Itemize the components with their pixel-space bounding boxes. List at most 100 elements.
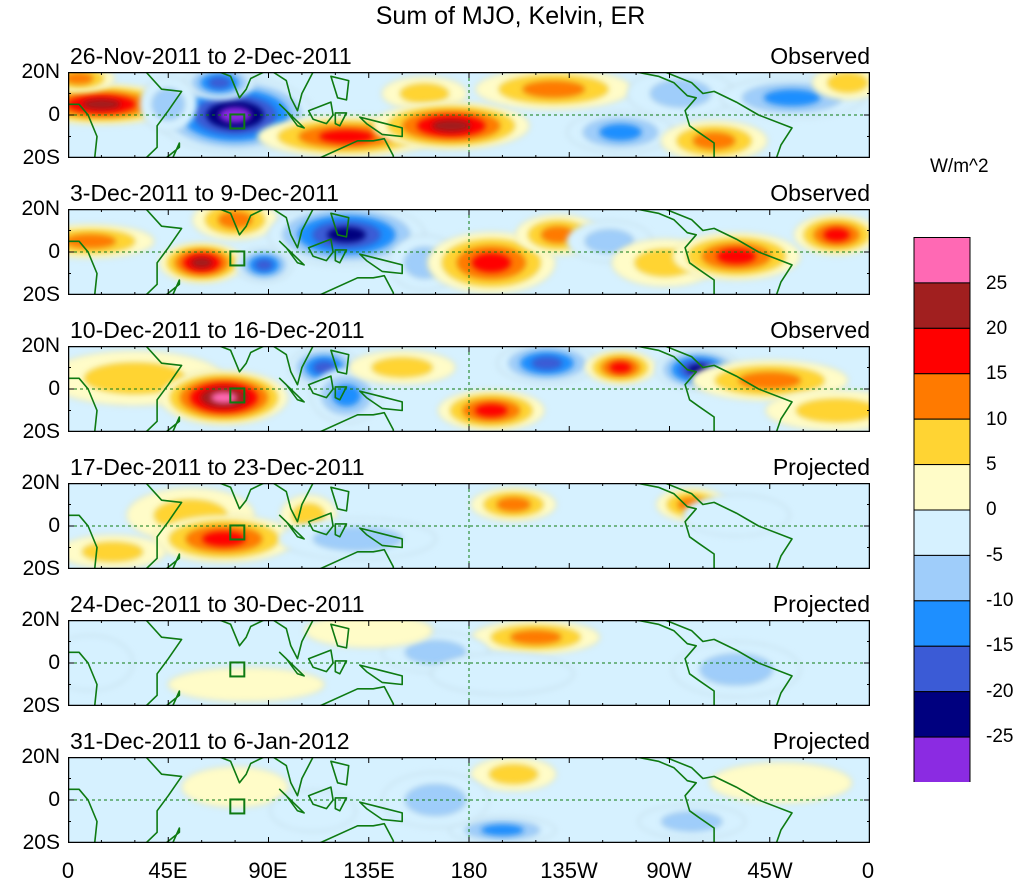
- coastline: [358, 116, 404, 138]
- anomaly-contour: [68, 72, 94, 85]
- coastline: [635, 483, 793, 569]
- colorbar-tick: 5: [986, 454, 997, 475]
- coastline: [165, 553, 181, 569]
- coastline: [318, 548, 395, 569]
- y-tick-label: 20S: [22, 694, 60, 717]
- anomaly-contour: [190, 257, 213, 269]
- anomaly-contour: [699, 653, 773, 686]
- colorbar-tick: -20: [986, 681, 1014, 702]
- reference-box: [229, 661, 246, 678]
- colorbar-box: [913, 282, 971, 329]
- coastline: [272, 620, 314, 660]
- colorbar-box: [913, 237, 971, 284]
- colorbar-box: [913, 464, 971, 511]
- coastline: [218, 72, 265, 99]
- anomaly-contour: [430, 652, 575, 695]
- colorbar-box: [913, 736, 971, 782]
- panel-date-range: 31-Dec-2011 to 6-Jan-2012: [70, 728, 350, 754]
- anomaly-contour: [682, 494, 791, 537]
- colorbar-box: [913, 691, 971, 738]
- x-tick-label: 180: [450, 858, 488, 883]
- coastline: [218, 620, 265, 647]
- coastline: [318, 274, 395, 295]
- coastline: [307, 649, 334, 673]
- y-tick-label: 0: [48, 788, 60, 811]
- y-tick-label: 20S: [22, 557, 60, 580]
- y-tick-label: 20N: [21, 471, 60, 494]
- coastline: [635, 346, 793, 432]
- coastline: [358, 527, 404, 549]
- x-tick-label: 90W: [646, 858, 692, 883]
- coastline: [635, 757, 793, 843]
- colorbar-tick: -25: [986, 726, 1014, 747]
- anomaly-contour: [471, 253, 511, 273]
- anomaly-contour: [332, 384, 361, 407]
- coastline: [307, 238, 334, 262]
- colorbar-box: [913, 327, 971, 375]
- anomaly-contour: [269, 789, 357, 832]
- coastline: [278, 788, 305, 814]
- map-panel: [68, 209, 870, 295]
- coastline: [68, 346, 183, 432]
- coastline: [330, 75, 350, 101]
- x-tick-label: 0: [861, 858, 875, 883]
- anomaly-contour: [405, 640, 467, 665]
- coastline: [68, 757, 183, 843]
- y-tick-label: 20S: [22, 146, 60, 169]
- y-tick-label: 20N: [21, 60, 60, 83]
- coastline: [334, 660, 348, 675]
- coastline: [307, 512, 334, 536]
- anomaly-contour: [474, 403, 508, 418]
- map-panel: [68, 483, 870, 569]
- anomaly-contour: [167, 666, 325, 703]
- anomaly-contour: [82, 541, 144, 562]
- y-tick-label: 20N: [21, 197, 60, 220]
- anomaly-contour: [599, 123, 642, 141]
- colorbar-tick: -10: [986, 590, 1014, 611]
- colorbar-box: [913, 600, 971, 647]
- coastline: [68, 483, 183, 569]
- y-tick-label: 0: [48, 103, 60, 126]
- coastline: [278, 240, 305, 266]
- coastline: [218, 483, 265, 510]
- coastline: [334, 386, 348, 401]
- coastline: [218, 757, 265, 784]
- anomaly-contour: [481, 824, 524, 836]
- panel-status-label: Projected: [772, 454, 870, 480]
- coastline: [278, 377, 305, 403]
- colorbar-box: [913, 509, 971, 556]
- coastline: [165, 827, 181, 843]
- colorbar-tick: -15: [986, 635, 1014, 656]
- coastline: [358, 801, 404, 823]
- coastline: [307, 786, 334, 810]
- coastline: [330, 760, 350, 786]
- coastline: [278, 514, 305, 540]
- anomaly-contour: [399, 83, 449, 104]
- panel-date-range: 3-Dec-2011 to 9-Dec-2011: [70, 180, 339, 206]
- coastline: [272, 209, 314, 249]
- coastline: [318, 822, 395, 843]
- coastline: [318, 137, 395, 158]
- reference-box: [229, 798, 246, 815]
- panel-date-range: 10-Dec-2011 to 16-Dec-2011: [70, 317, 365, 343]
- colorbar-box: [913, 373, 971, 420]
- anomaly-contour: [716, 248, 757, 264]
- x-tick-label: 90E: [248, 858, 288, 883]
- coastline: [165, 416, 181, 432]
- colorbar-tick: 20: [986, 318, 1008, 339]
- coastline: [358, 253, 404, 275]
- coastline: [358, 664, 404, 686]
- coastline: [68, 620, 183, 706]
- anomaly-contour: [312, 526, 403, 551]
- map-panel: [68, 757, 870, 843]
- coastline: [272, 757, 314, 797]
- anomaly-contour: [510, 630, 562, 645]
- coastline: [278, 103, 305, 129]
- reference-box: [229, 387, 246, 404]
- x-tick-label: 135W: [540, 858, 598, 883]
- coastline: [334, 112, 348, 127]
- coastline: [307, 375, 334, 399]
- colorbar-units-label: W/m^2: [930, 156, 989, 177]
- coastline: [330, 486, 350, 512]
- coastline: [334, 523, 348, 538]
